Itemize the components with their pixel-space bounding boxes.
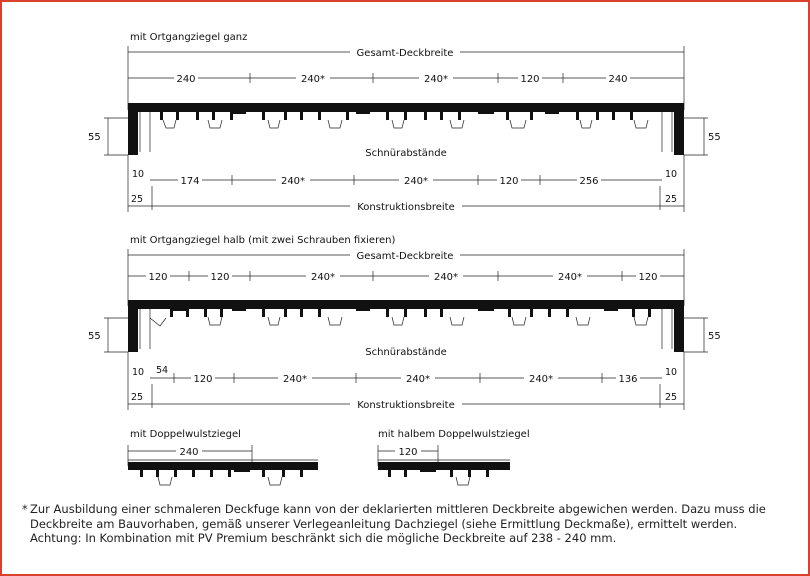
- diagram2-edge-left: 25: [131, 392, 143, 403]
- diagram2-tile-row: [128, 300, 684, 352]
- diagram1-side-right: 55: [708, 132, 721, 143]
- diagram1-top-dim-2: 240*: [301, 74, 325, 85]
- diagram4-dim: 120: [398, 447, 417, 458]
- diagram2-total-label: Gesamt-Deckbreite: [357, 251, 454, 262]
- diagram-halber-doppelwulst: mit halbem Doppelwulstziegel 120: [377, 429, 530, 486]
- diagram2-edge-right: 25: [665, 392, 677, 403]
- diagram2-bottom-dim-4: 240*: [283, 374, 307, 385]
- diagram3-dim: 240: [179, 447, 198, 458]
- diagram1-top-dim-1: 240: [176, 74, 195, 85]
- diagram1-title: mit Ortgangziegel ganz: [130, 32, 247, 43]
- diagram-doppelwulst: mit Doppelwulstziegel 240: [127, 429, 318, 486]
- diagram1-bottom-dim-7: 10: [665, 169, 677, 180]
- diagram1-spacing-label: Schnürabstände: [365, 148, 447, 159]
- diagram1-edge-left: 25: [131, 194, 143, 205]
- footnote: * Zur Ausbildung einer schmaleren Deckfu…: [22, 502, 790, 546]
- diagram3-tile: [128, 459, 318, 486]
- diagram1-top-dim-5: 240: [608, 74, 627, 85]
- diagram2-top-dim-5: 240*: [558, 272, 582, 283]
- diagram2-top-dim-2: 120: [210, 272, 229, 283]
- diagram2-bottom-dim-3: 120: [193, 374, 212, 385]
- diagram1-bottom-dim-3: 240*: [281, 176, 305, 187]
- diagram2-title: mit Ortgangziegel halb (mit zwei Schraub…: [130, 235, 395, 246]
- diagram-ortgang-ganz: mit Ortgangziegel ganz Gesamt-Deckbreite…: [88, 32, 721, 213]
- footnote-star: *: [22, 502, 28, 516]
- diagram2-bottom-dim-8: 10: [665, 367, 677, 378]
- diagram1-bottom-dim-4: 240*: [404, 176, 428, 187]
- diagram1-construction-label: Konstruktionsbreite: [357, 202, 455, 213]
- diagram1-total-label: Gesamt-Deckbreite: [357, 48, 454, 59]
- diagram1-bottom-dim-5: 120: [499, 176, 518, 187]
- diagram2-bottom-dim-2: 54: [156, 365, 168, 376]
- diagram1-tile-row: [128, 103, 684, 155]
- diagram2-bottom-dim-1: 10: [132, 367, 144, 378]
- diagram1-edge-right: 25: [665, 194, 677, 205]
- diagram1-bottom-dim-1: 10: [132, 169, 144, 180]
- diagram2-spacing-label: Schnürabstände: [365, 347, 447, 358]
- diagram1-bottom-dim-2: 174: [180, 176, 199, 187]
- diagram2-top-dim-1: 120: [148, 272, 167, 283]
- diagram-ortgang-halb: mit Ortgangziegel halb (mit zwei Schraub…: [88, 235, 721, 411]
- diagram2-bottom-dim-5: 240*: [406, 374, 430, 385]
- diagram2-top-dim-3: 240*: [311, 272, 335, 283]
- diagram1-side-left: 55: [88, 132, 101, 143]
- footnote-text: Zur Ausbildung einer schmaleren Deckfuge…: [30, 502, 766, 545]
- diagram4-tile: [378, 459, 510, 486]
- diagram3-title: mit Doppelwulstziegel: [130, 429, 241, 440]
- diagram2-side-right: 55: [708, 331, 721, 342]
- diagram2-construction-label: Konstruktionsbreite: [357, 400, 455, 411]
- diagram2-bottom-dim-7: 136: [618, 374, 637, 385]
- diagram4-title: mit halbem Doppelwulstziegel: [378, 429, 530, 440]
- diagram1-top-dim-3: 240*: [424, 74, 448, 85]
- diagram1-top-dim-4: 120: [520, 74, 539, 85]
- diagram2-bottom-dim-6: 240*: [529, 374, 553, 385]
- diagram2-top-dim-4: 240*: [434, 272, 458, 283]
- diagram2-side-left: 55: [88, 331, 101, 342]
- diagram2-top-dim-6: 120: [638, 272, 657, 283]
- diagram1-bottom-dim-6: 256: [579, 176, 598, 187]
